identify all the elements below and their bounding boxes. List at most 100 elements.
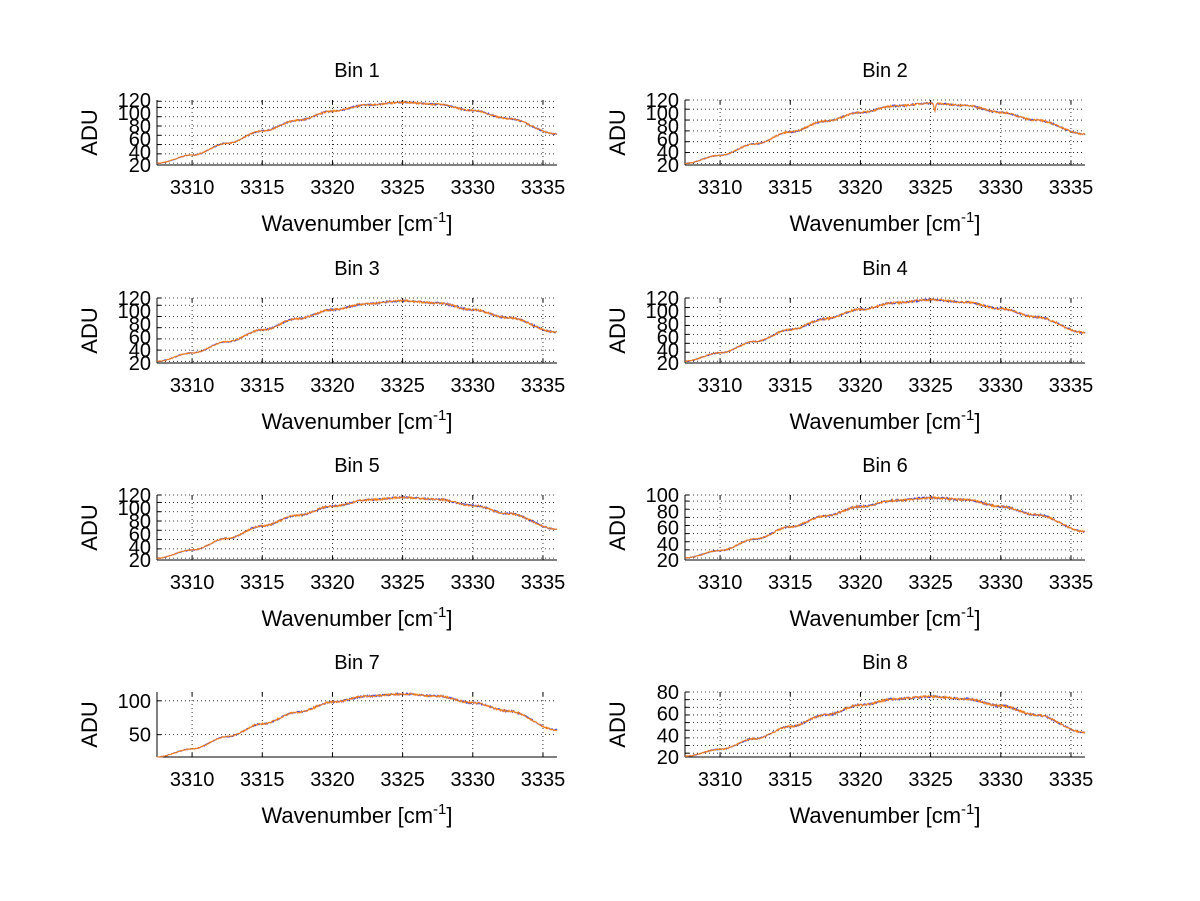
y-tick-label: 80: [657, 314, 679, 336]
y-tick-label: 80: [657, 501, 679, 523]
x-tick-label: 3310: [698, 375, 743, 397]
x-tick-label: 3330: [451, 177, 496, 199]
y-tick-label: 120: [118, 90, 151, 112]
x-tick-label: 3320: [838, 769, 883, 791]
x-tick-label: 3325: [908, 769, 953, 791]
x-tick-label: 3320: [310, 375, 355, 397]
x-tick-label: 3325: [908, 177, 953, 199]
y-tick-label: 20: [129, 550, 151, 572]
x-tick-label: 3330: [451, 572, 496, 594]
y-tick-label: 40: [657, 725, 679, 747]
x-tick-label: 3330: [979, 177, 1024, 199]
y-tick-label: 20: [129, 155, 151, 177]
x-axis-label: Wavenumber [cm-1]: [789, 801, 980, 828]
y-tick-label: 100: [646, 301, 679, 323]
spectrum-trace-under: [684, 694, 1086, 757]
spectrum-trace: [156, 100, 558, 164]
x-tick-label: 3315: [240, 375, 285, 397]
x-tick-label: 3315: [768, 769, 813, 791]
x-axis-label: Wavenumber [cm-1]: [261, 209, 452, 236]
subplot-bin-2: Bin 2 3310 3315 3320 3325 3330 3335 20406080100…: [605, 60, 1093, 236]
y-tick-label: 120: [646, 288, 679, 310]
y-tick-label: 60: [129, 129, 151, 151]
subplot-title: Bin 6: [862, 455, 908, 477]
x-tick-label: 3335: [521, 572, 566, 594]
x-tick-label: 3315: [240, 177, 285, 199]
subplot-title: Bin 3: [334, 258, 380, 280]
y-tick-label: 120: [118, 288, 151, 310]
x-tick-label: 3320: [310, 572, 355, 594]
y-tick-label: 60: [657, 129, 679, 151]
y-tick-label: 60: [129, 327, 151, 349]
x-tick-label: 3325: [380, 572, 425, 594]
x-tick-label: 3315: [768, 375, 813, 397]
subplot-title: Bin 5: [334, 455, 380, 477]
x-tick-label: 3335: [521, 769, 566, 791]
spectrum-trace-under: [157, 692, 558, 758]
y-axis-label: ADU: [77, 504, 102, 550]
x-tick-label: 3320: [838, 572, 883, 594]
subplot-title: Bin 8: [862, 652, 908, 674]
spectrum-trace: [684, 694, 1086, 758]
y-tick-label: 60: [657, 518, 679, 540]
x-tick-label: 3330: [451, 375, 496, 397]
x-tick-label: 3330: [979, 572, 1024, 594]
y-tick-label: 80: [657, 682, 679, 704]
x-tick-label: 3315: [768, 177, 813, 199]
y-tick-label: 60: [657, 327, 679, 349]
x-tick-label: 3310: [698, 769, 743, 791]
x-tick-label: 3335: [521, 375, 566, 397]
y-tick-label: 40: [129, 340, 151, 362]
subplot-bin-5: Bin 5 3310 3315 3320 3325 3330 3335 20406080100…: [77, 455, 565, 631]
subplot-title: Bin 7: [334, 652, 380, 674]
subplot-bin-4: Bin 4 3310 3315 3320 3325 3330 3335 20406080100…: [605, 258, 1093, 434]
x-tick-label: 3315: [240, 572, 285, 594]
x-tick-label: 3330: [451, 769, 496, 791]
x-tick-label: 3335: [1049, 572, 1094, 594]
y-tick-label: 40: [129, 142, 151, 164]
x-tick-label: 3330: [979, 375, 1024, 397]
x-tick-label: 3325: [380, 177, 425, 199]
y-tick-label: 60: [129, 524, 151, 546]
y-tick-label: 100: [118, 301, 151, 323]
subplot-title: Bin 2: [862, 60, 908, 82]
subplot-bin-1: Bin 1 3310 3315 3320 3325 3330 3335 20406080100…: [77, 60, 565, 236]
y-tick-label: 40: [657, 340, 679, 362]
x-tick-label: 3325: [380, 375, 425, 397]
spectrum-trace: [156, 495, 558, 560]
x-tick-label: 3315: [768, 572, 813, 594]
x-tick-label: 3335: [1049, 375, 1094, 397]
x-tick-label: 3335: [1049, 177, 1094, 199]
y-tick-label: 50: [129, 725, 151, 747]
y-tick-label: 100: [118, 498, 151, 520]
y-tick-label: 120: [118, 485, 151, 507]
y-tick-label: 40: [129, 537, 151, 559]
x-tick-label: 3310: [170, 572, 215, 594]
spectrum-trace: [156, 298, 558, 362]
y-tick-label: 20: [129, 353, 151, 375]
spectrum-trace: [684, 297, 1086, 363]
x-tick-label: 3310: [698, 177, 743, 199]
x-tick-label: 3320: [310, 769, 355, 791]
y-axis-label: ADU: [605, 307, 630, 353]
y-axis-label: ADU: [605, 504, 630, 550]
y-tick-label: 40: [657, 142, 679, 164]
spectrum-trace: [157, 692, 558, 758]
y-axis-label: ADU: [77, 307, 102, 353]
spectrum-trace-under: [684, 495, 1086, 559]
y-axis-label: ADU: [605, 109, 630, 155]
x-tick-label: 3325: [908, 375, 953, 397]
x-axis-label: Wavenumber [cm-1]: [789, 604, 980, 631]
x-tick-label: 3310: [170, 375, 215, 397]
y-tick-label: 40: [657, 534, 679, 556]
x-axis-label: Wavenumber [cm-1]: [261, 407, 452, 434]
subplot-bin-6: Bin 6 3310 3315 3320 3325 3330 3335 20406080100…: [605, 455, 1093, 631]
spectrum-trace-under: [156, 299, 558, 363]
y-axis-label: ADU: [77, 109, 102, 155]
x-tick-label: 3335: [521, 177, 566, 199]
x-tick-label: 3325: [380, 769, 425, 791]
spectrum-trace: [684, 101, 1086, 165]
subplot-title: Bin 1: [334, 60, 380, 82]
